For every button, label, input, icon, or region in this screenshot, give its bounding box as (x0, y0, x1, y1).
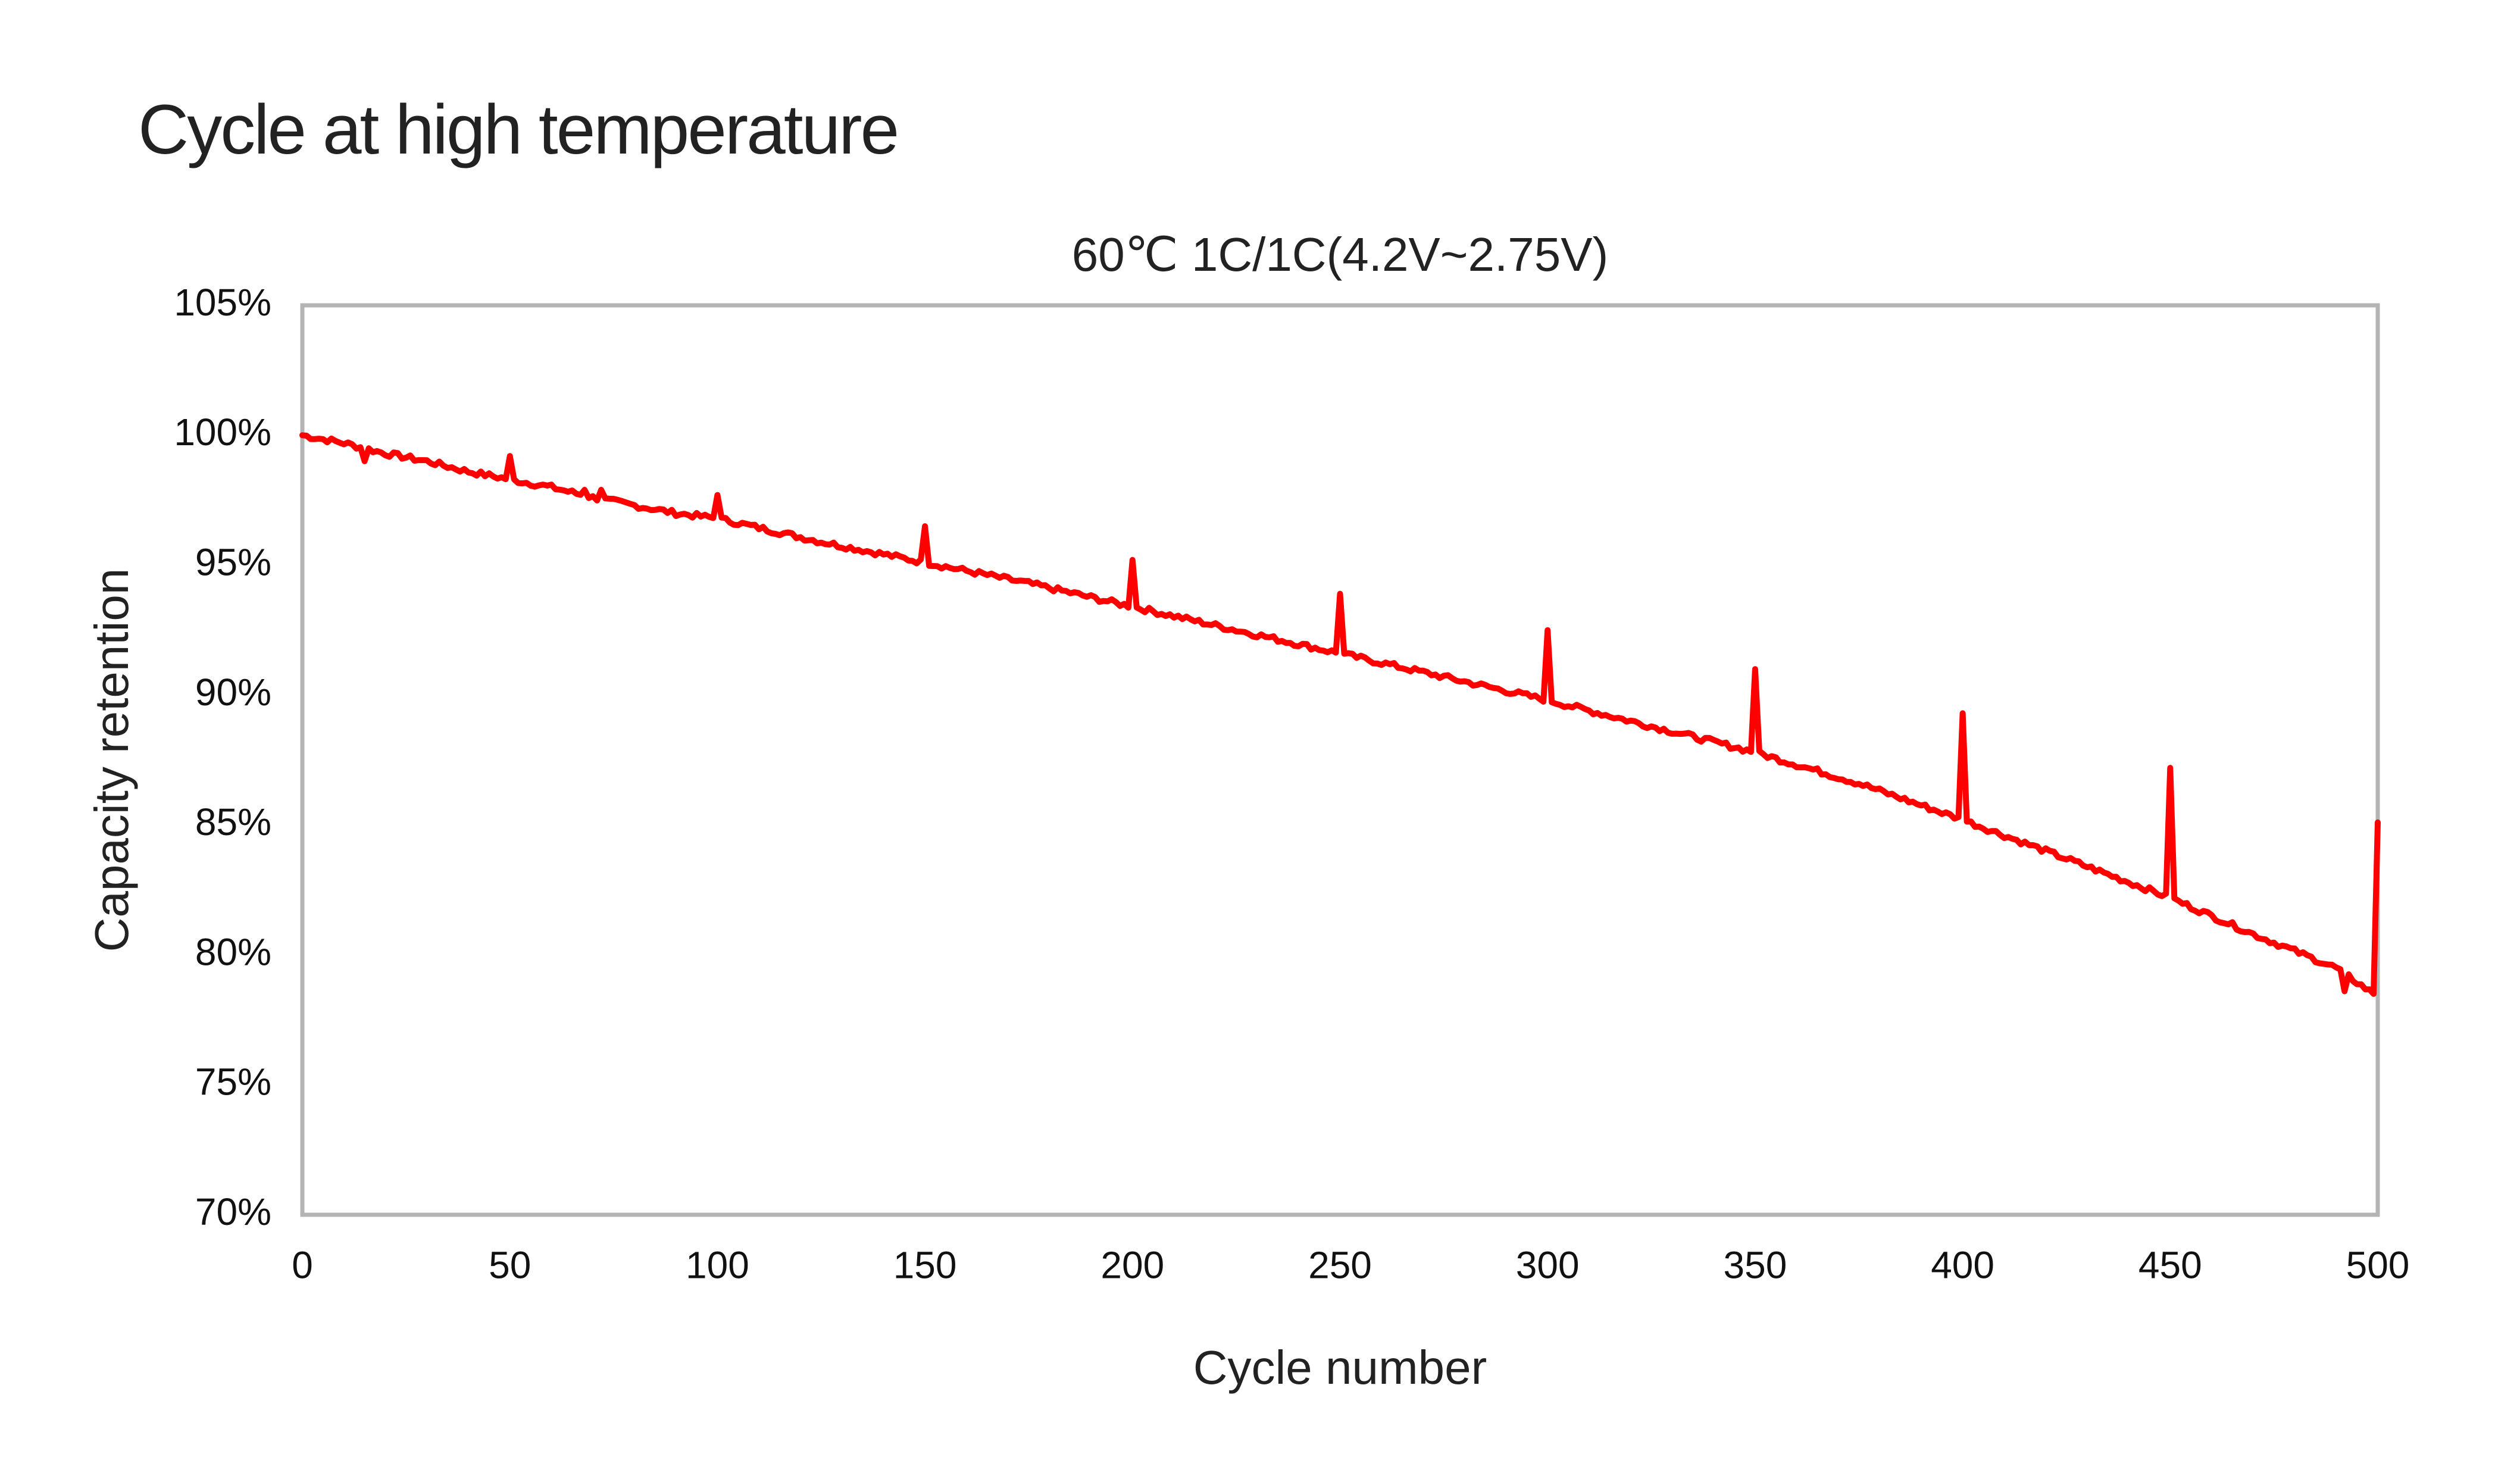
x-tick-label: 0 (292, 1243, 313, 1286)
chart-subtitle: 60℃ 1C/1C(4.2V~2.75V) (1072, 228, 1608, 281)
plot-area-frame (300, 303, 2380, 1217)
x-tick-label: 500 (2346, 1243, 2410, 1286)
series-line-capacity-retention (299, 432, 2381, 997)
x-tick-label: 100 (686, 1243, 749, 1286)
y-tick-label: 95% (195, 540, 271, 583)
x-tick-label: 250 (1308, 1243, 1372, 1286)
y-tick-label: 75% (195, 1061, 271, 1103)
x-tick-label: 300 (1516, 1243, 1580, 1286)
x-tick-label: 200 (1100, 1243, 1164, 1286)
page-title: Cycle at high temperature (138, 90, 899, 169)
x-axis-ticks: 0 50 100 150 200 250 300 350 400 450 500 (292, 1243, 2409, 1286)
y-tick-label: 100% (174, 411, 271, 454)
x-tick-label: 450 (2138, 1243, 2202, 1286)
y-axis-label: Capacity retention (85, 568, 138, 952)
y-tick-label: 85% (195, 801, 271, 843)
x-axis-label: Cycle number (1193, 1341, 1487, 1394)
y-axis-ticks: 105% 100% 95% 90% 85% 80% 75% 70% (174, 281, 271, 1233)
y-tick-label: 90% (195, 671, 271, 714)
x-tick-label: 150 (893, 1243, 957, 1286)
x-tick-label: 50 (489, 1243, 531, 1286)
y-tick-label: 70% (195, 1190, 271, 1233)
y-tick-label: 105% (174, 281, 271, 324)
y-tick-label: 80% (195, 930, 271, 973)
x-tick-label: 350 (1724, 1243, 1787, 1286)
x-tick-label: 400 (1931, 1243, 1994, 1286)
